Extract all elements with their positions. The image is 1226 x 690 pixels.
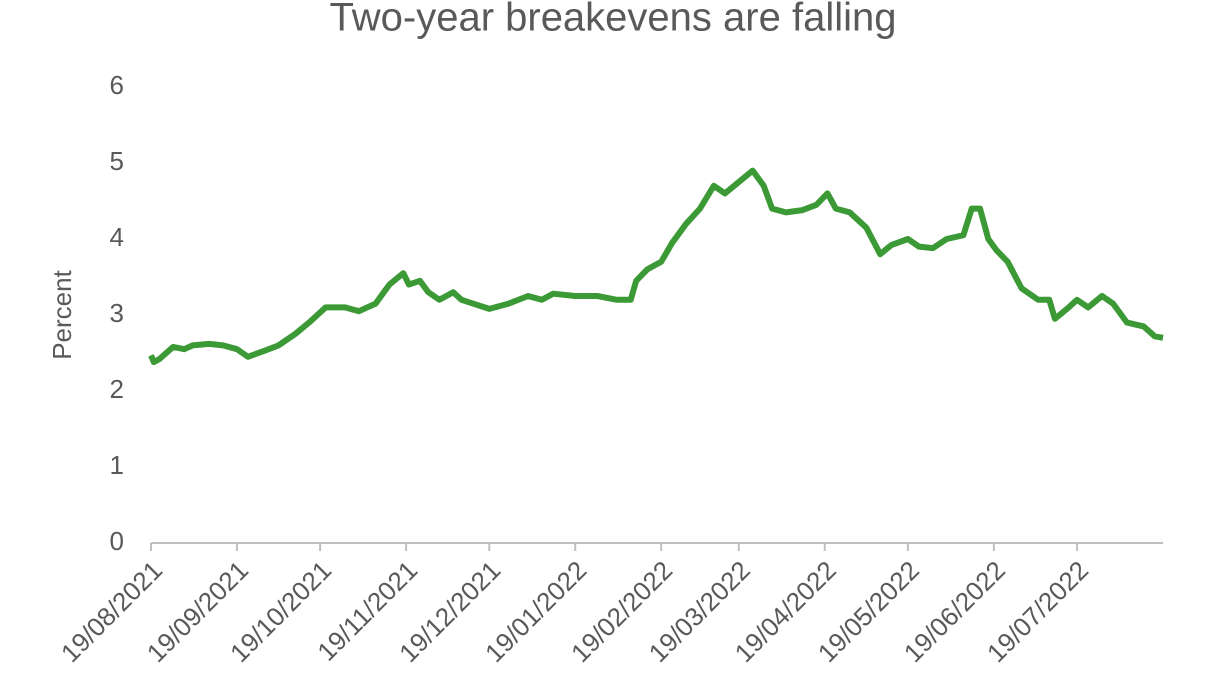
y-tick-label: 3: [110, 298, 124, 328]
y-tick-label: 1: [110, 450, 124, 480]
y-tick-label: 6: [110, 70, 124, 100]
chart-title: Two-year breakevens are falling: [330, 0, 897, 40]
y-tick-label: 0: [110, 526, 124, 556]
line-series: [148, 167, 1164, 366]
y-tick-label: 5: [110, 146, 124, 176]
y-axis-label: Percent: [47, 269, 77, 359]
y-tick-label: 2: [110, 374, 124, 404]
y-tick-label: 4: [110, 222, 124, 252]
